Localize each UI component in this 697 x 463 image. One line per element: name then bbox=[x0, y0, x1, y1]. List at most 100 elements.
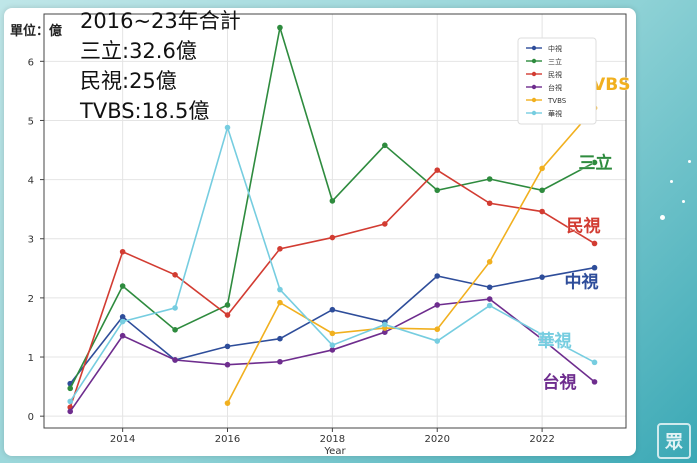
y-tick-label: 2 bbox=[28, 294, 34, 305]
data-point bbox=[67, 398, 74, 405]
legend-marker bbox=[531, 45, 537, 51]
data-point bbox=[277, 299, 283, 306]
x-tick-label: 2020 bbox=[425, 434, 450, 445]
x-tick-label: 2022 bbox=[529, 434, 554, 445]
data-point bbox=[486, 284, 493, 291]
data-point bbox=[382, 221, 388, 227]
data-point bbox=[539, 336, 545, 343]
series-end-label: 中視 bbox=[565, 272, 599, 293]
sparkle bbox=[688, 160, 691, 163]
data-point bbox=[539, 274, 545, 280]
plot-frame bbox=[43, 13, 627, 429]
data-point bbox=[119, 314, 126, 320]
axes: 0 1 2 3 4 5 6 2014 2016 2018 2020 2022 Year bbox=[28, 13, 627, 456]
data-point bbox=[329, 234, 336, 241]
y-tick-label: 3 bbox=[28, 235, 34, 246]
data-point bbox=[486, 302, 493, 309]
data-point bbox=[591, 359, 598, 366]
data-point bbox=[67, 408, 74, 415]
data-point bbox=[329, 347, 336, 353]
data-point bbox=[224, 343, 231, 350]
data-point bbox=[434, 326, 441, 333]
data-point bbox=[329, 198, 336, 204]
data-point bbox=[539, 331, 545, 338]
data-point bbox=[277, 286, 283, 293]
legend-label: 三立 bbox=[548, 57, 562, 66]
data-point bbox=[172, 327, 178, 333]
data-point bbox=[591, 264, 598, 271]
chart-card: 0 1 2 3 4 5 6 2014 2016 2018 2020 2022 Year 中視 三立 民視 台視… bbox=[4, 8, 636, 456]
sparkle bbox=[670, 180, 673, 183]
y-tick-label: 5 bbox=[28, 116, 34, 127]
data-point bbox=[277, 358, 283, 365]
total-sanli: 三立:32.6億 bbox=[80, 39, 197, 63]
totals-heading: 2016~23年合計 bbox=[80, 9, 241, 33]
y-tick-label: 1 bbox=[28, 353, 34, 364]
data-point bbox=[329, 306, 336, 313]
legend-marker bbox=[531, 97, 537, 103]
data-point bbox=[539, 187, 545, 194]
data-point bbox=[382, 321, 388, 328]
legend-marker bbox=[531, 71, 537, 77]
data-point bbox=[277, 335, 283, 342]
data-point bbox=[224, 400, 231, 406]
data-point bbox=[329, 330, 336, 337]
series-end-label: 台視 bbox=[543, 372, 577, 393]
data-point bbox=[119, 283, 126, 289]
data-point bbox=[382, 329, 388, 335]
data-point bbox=[172, 305, 178, 311]
data-point bbox=[434, 338, 441, 344]
data-point bbox=[591, 379, 598, 385]
sparkle bbox=[660, 215, 665, 220]
legend-marker bbox=[531, 110, 537, 116]
series-end-label: 三立 bbox=[579, 152, 613, 173]
data-point bbox=[119, 248, 126, 255]
x-tick-label: 2016 bbox=[215, 434, 240, 445]
data-point bbox=[486, 200, 493, 207]
data-point bbox=[172, 357, 178, 363]
data-point bbox=[486, 176, 493, 182]
series-end-label: 華視 bbox=[538, 330, 572, 351]
data-point bbox=[434, 273, 441, 279]
data-point bbox=[591, 159, 598, 166]
data-point bbox=[119, 318, 126, 325]
y-tick-label: 0 bbox=[28, 412, 34, 423]
legend-box bbox=[517, 37, 597, 125]
total-tvbs: TVBS:18.5億 bbox=[80, 99, 210, 123]
data-point bbox=[539, 208, 545, 215]
data-point bbox=[486, 296, 493, 302]
data-point bbox=[67, 385, 74, 392]
series-end-label: 民視 bbox=[567, 215, 601, 236]
y-tick-label: 6 bbox=[28, 57, 34, 68]
data-point bbox=[224, 302, 231, 308]
x-axis-label: Year bbox=[323, 446, 346, 456]
data-point bbox=[119, 332, 126, 339]
unit-label: 單位：億 bbox=[10, 24, 63, 39]
data-point bbox=[277, 24, 283, 31]
legend-label: 台視 bbox=[548, 83, 562, 92]
data-point bbox=[434, 187, 441, 194]
legend-marker bbox=[531, 84, 537, 90]
data-point bbox=[224, 361, 231, 368]
data-point bbox=[434, 167, 441, 173]
series-line-4 bbox=[226, 107, 596, 404]
data-point bbox=[224, 124, 231, 131]
legend-label: 中視 bbox=[548, 44, 562, 53]
legend-label: 華視 bbox=[548, 109, 562, 118]
data-point bbox=[434, 302, 441, 308]
data-point bbox=[329, 342, 336, 349]
legend-label: TVBS bbox=[547, 97, 567, 105]
data-point bbox=[224, 312, 231, 318]
totals-overlay: 2016~23年合計 三立:32.6億 民視:25億 TVBS:18.5億 bbox=[80, 6, 241, 126]
total-minshi: 民視:25億 bbox=[80, 69, 177, 93]
data-point bbox=[172, 272, 178, 278]
data-point bbox=[382, 142, 388, 149]
legend-marker bbox=[531, 58, 537, 64]
legend-label: 民視 bbox=[548, 70, 562, 79]
y-tick-label: 4 bbox=[28, 176, 34, 187]
data-point bbox=[539, 165, 545, 172]
brand-watermark: 眾 bbox=[657, 423, 691, 459]
